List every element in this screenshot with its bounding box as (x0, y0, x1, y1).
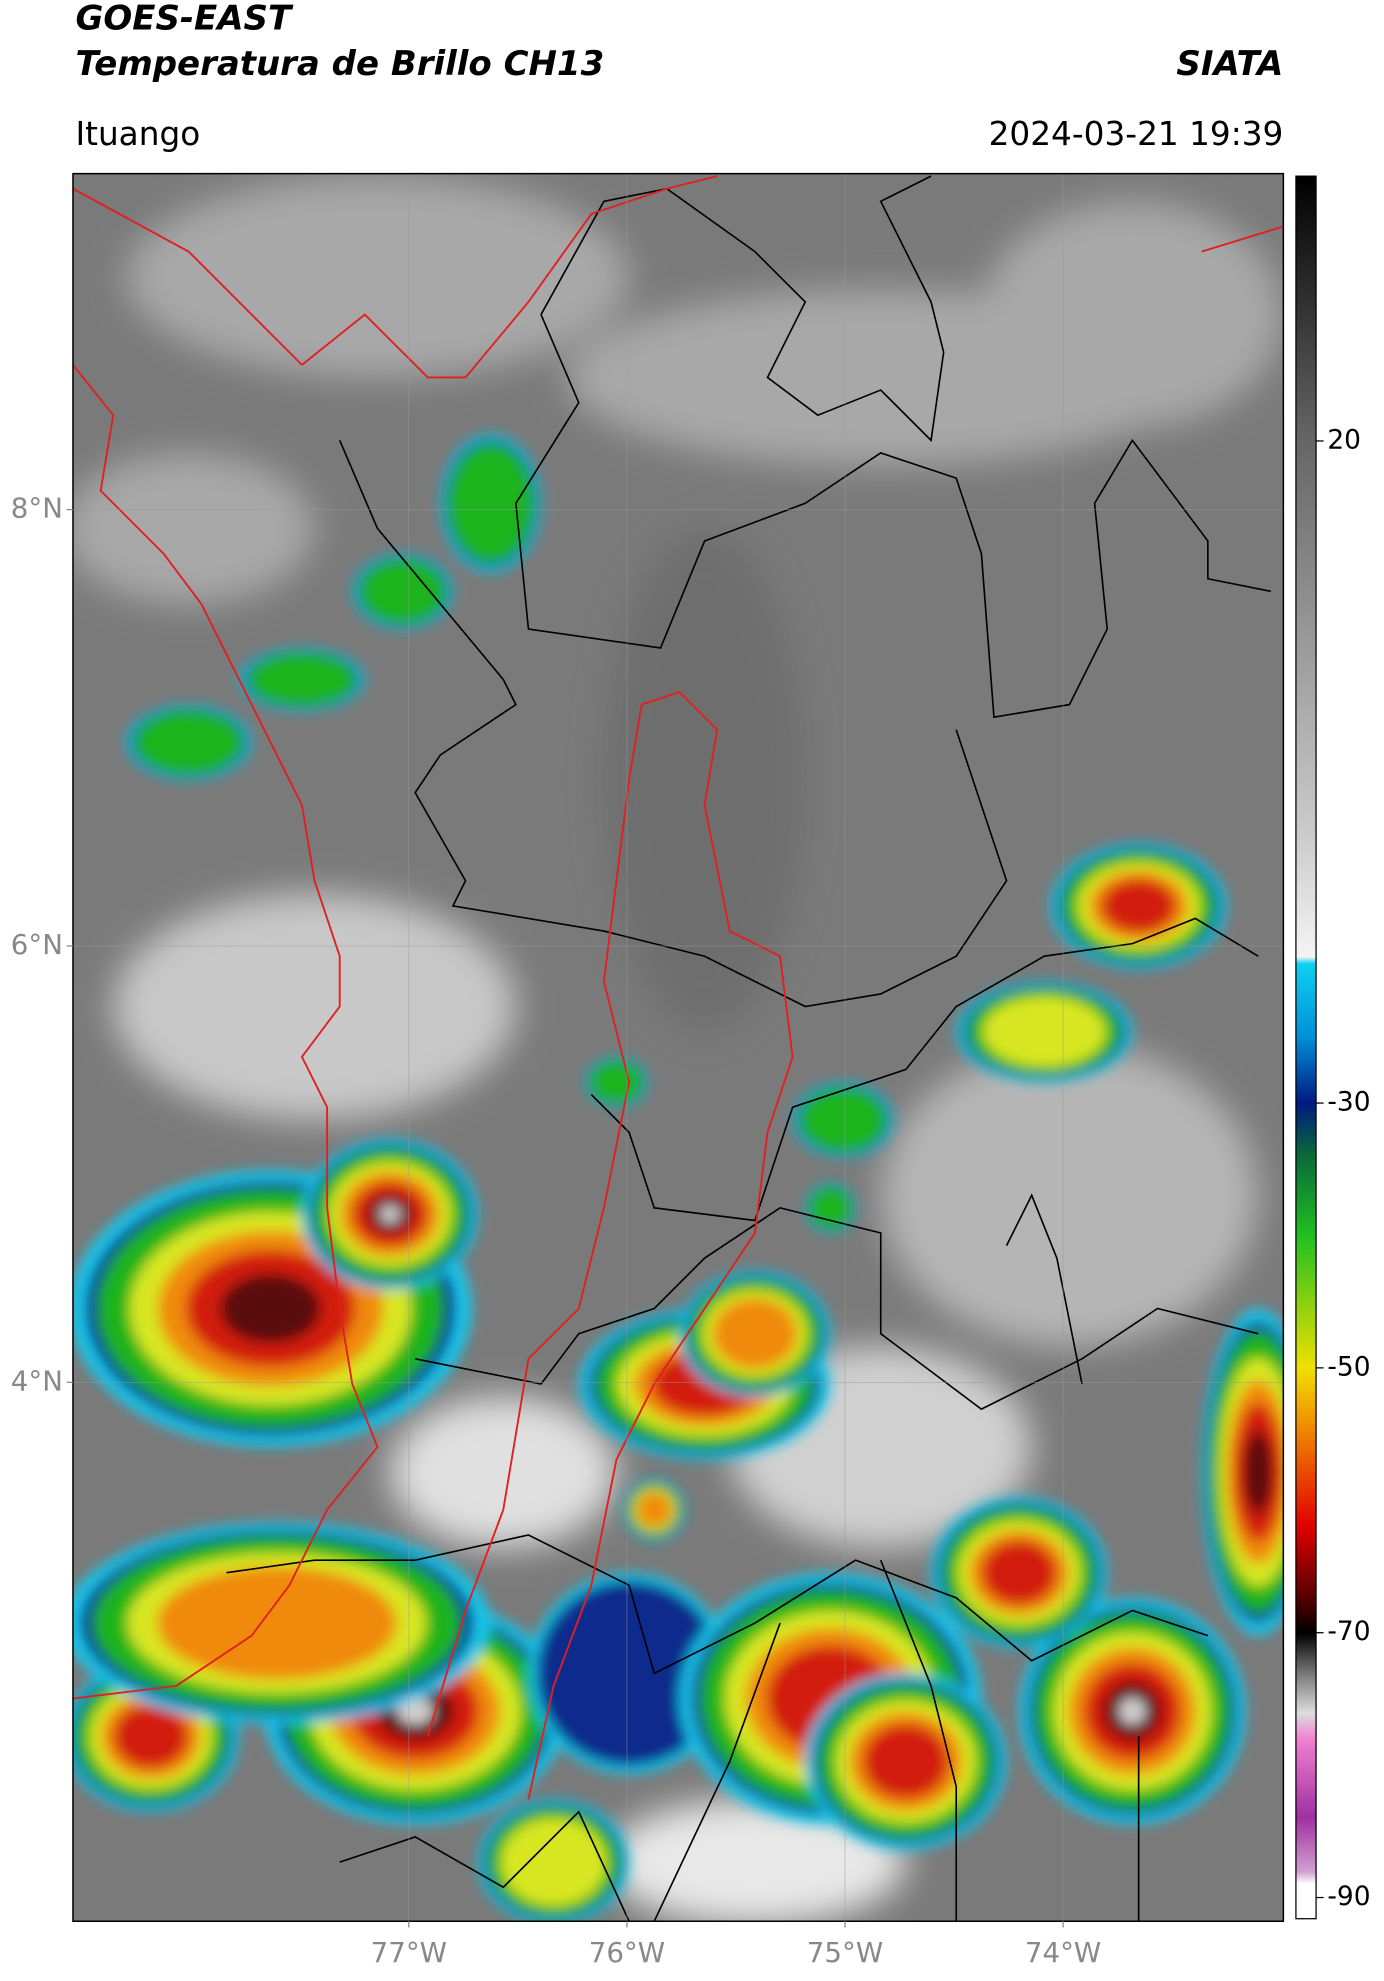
storm-layer (1118, 1697, 1146, 1725)
storm-layer (1244, 1431, 1273, 1513)
x-tick-label: 75°W (807, 1936, 883, 1969)
storm-layer (712, 1298, 798, 1369)
country-borders (72, 175, 1284, 1800)
storm-layer (500, 1818, 607, 1907)
location: Ituango (75, 115, 200, 153)
storm-layer (447, 443, 534, 563)
storm-layer (113, 1704, 188, 1768)
x-tick-label: 77°W (371, 1936, 447, 1969)
admin-borders (226, 175, 1271, 1922)
y-tick-label: 6°N (11, 928, 63, 961)
timestamp: 2024-03-21 19:39 (989, 115, 1284, 153)
storm-layer (589, 1060, 644, 1104)
colorbar-tick-label: -30 (1327, 1087, 1370, 1118)
storm-layer (636, 1492, 672, 1528)
storm-layer (536, 1580, 722, 1766)
storm-cells (72, 434, 1284, 1922)
storm-layer (397, 1697, 434, 1725)
subtitle: Temperatura de Brillo CH13 (75, 44, 604, 84)
x-tick-label: 74°W (1025, 1936, 1101, 1969)
storm-layer (808, 1186, 853, 1230)
map-frame (72, 172, 1285, 1922)
y-tick-label: 8°N (11, 492, 63, 525)
storm-layer (134, 709, 243, 775)
storm-layer (379, 1205, 401, 1224)
storm-layer (982, 996, 1106, 1067)
colorbar-tick-label: -50 (1327, 1351, 1370, 1382)
colorbar (1295, 175, 1317, 1920)
cloud-texture (72, 176, 1284, 1922)
colorbar-tick-label: 20 (1327, 424, 1361, 455)
grid (72, 173, 1284, 1922)
colorbar-tick-label: -70 (1327, 1616, 1370, 1647)
source: SIATA (1176, 44, 1283, 84)
storm-layer (220, 1273, 321, 1344)
y-tick-label: 4°N (11, 1364, 63, 1397)
storm-layer (799, 1087, 887, 1153)
storm-layer (157, 1566, 397, 1680)
storm-layer (247, 652, 357, 707)
storm-layer (863, 1724, 949, 1799)
map-area (72, 173, 1284, 1922)
storm-layer (982, 1541, 1057, 1605)
storm-layer (1101, 879, 1176, 933)
storm-layer (359, 558, 446, 624)
axes: 77°W 76°W 75°W 74°W 8°N 6°N 4°N 20 -30 -50 -70 -90 (11, 424, 1371, 1968)
x-tick-label: 76°W (589, 1936, 665, 1969)
title: GOES-EAST (75, 0, 293, 39)
colorbar-tick-label: -90 (1327, 1881, 1370, 1912)
